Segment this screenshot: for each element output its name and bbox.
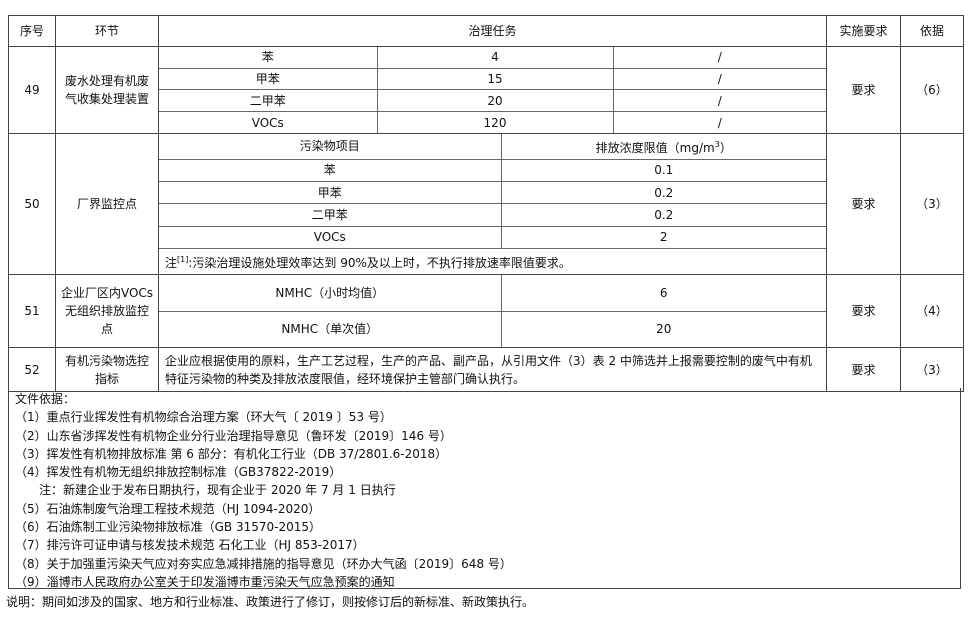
row-basis: （6） <box>900 46 964 134</box>
sub-cell: 0.2 <box>501 203 826 227</box>
sub-cell: 20 <box>377 89 614 113</box>
sub-cell: 苯 <box>159 47 378 69</box>
reference-documents: 文件依据： （1）重点行业挥发性有机物综合治理方案（环大气〔 2019 〕53 … <box>8 388 961 589</box>
table-row: 51 企业厂区内VOCs 无组织排放监控点 NMHC（小时均值） 6 NMHC（单次… <box>8 274 964 348</box>
sub-cell: 20 <box>656 322 672 337</box>
reference-item: （5）石油炼制废气治理工程技术规范（HJ 1094-2020） <box>15 501 321 516</box>
row-stage: 废水处理有机废气收集处理装置 <box>55 46 159 134</box>
notes-title: 文件依据： <box>15 392 76 406</box>
sub-cell: 2 <box>501 226 826 250</box>
table-row: 52 有机污染物选控指标 企业应根据使用的原料，生产工艺过程，生产的产品、副产品… <box>8 347 964 392</box>
row-basis: （3） <box>900 133 964 275</box>
sub-row: NMHC（小时均值） 6 <box>159 275 826 312</box>
header-task: 治理任务 <box>158 15 827 47</box>
reference-item: （9）淄博市人民政府办公室关于印发淄博市重污染天气应急预案的通知 <box>15 574 395 589</box>
reference-item: （3）挥发性有机物排放标准 第 6 部分：有机化工行业（DB 37/2801.6… <box>15 446 448 461</box>
reference-item: （6）石油炼制工业污染物排放标准（GB 31570-2015） <box>15 520 322 535</box>
sub-cell: 120 <box>377 111 614 133</box>
sub-row: NMHC（单次值） 20 <box>159 311 826 347</box>
sub-cell: NMHC（单次值） <box>159 311 502 347</box>
reference-item: 注：新建企业于发布日期执行，现有企业于 2020 年 7 月 1 日执行 <box>15 483 396 498</box>
reference-item: （8）关于加强重污染天气应对夯实应急减排措施的指导意见（环办大气函〔2019〕6… <box>15 556 512 571</box>
reference-item: （4）挥发性有机物无组织排放控制标准（GB37822-2019） <box>15 465 342 480</box>
sub-cell: 苯 <box>159 159 502 183</box>
sub-cell: 二甲苯 <box>159 203 502 227</box>
row-no: 49 <box>8 46 56 134</box>
row-stage: 企业厂区内VOCs 无组织排放监控点 <box>55 274 159 348</box>
row-req: 要求 <box>826 347 901 392</box>
pollution-note: 注[1]:污染治理设施处理效率达到 90%及以上时，不执行排放速率限值要求。 <box>165 255 571 271</box>
row-stage: 厂界监控点 <box>55 133 159 275</box>
sub-row: 甲苯 15/ <box>159 68 826 91</box>
row-no: 51 <box>8 274 56 348</box>
sub-row: 二甲苯 0.2 <box>159 203 826 227</box>
sub-cell: / <box>613 68 826 91</box>
footer-note: 说明：期间如涉及的国家、地方和行业标准、政策进行了修订，则按修订后的新标准、新政… <box>6 595 535 609</box>
sub-cell: 0.1 <box>501 159 826 183</box>
row-basis: （3） <box>900 347 964 392</box>
row-no: 50 <box>8 133 56 275</box>
sub-cell: 二甲苯 <box>159 89 378 113</box>
sub-row: 二甲苯 20/ <box>159 89 826 113</box>
sub-row: VOCs 2 <box>159 226 826 250</box>
sub-row: VOCs 120 / <box>159 111 826 133</box>
reference-item: （7）排污许可证申请与核发技术规范 石化工业（HJ 853-2017） <box>15 538 365 553</box>
sub-cell: 15 <box>377 68 614 91</box>
row-stage: 有机污染物选控指标 <box>55 347 159 392</box>
governance-table: 序号 环节 治理任务 实施要求 依据 49 废水处理有机废气收集处理装置 苯 4/… <box>8 15 964 392</box>
row-task: 企业应根据使用的原料，生产工艺过程，生产的产品、副产品，从引用文件（3）表 2 … <box>158 347 827 392</box>
sub-cell: 0.2 <box>501 181 826 205</box>
header-row: 序号 环节 治理任务 实施要求 依据 <box>8 15 964 47</box>
sub-cell: 4 <box>377 47 614 69</box>
row-req: 要求 <box>826 46 901 134</box>
row-req: 要求 <box>826 133 901 275</box>
sub-cell: / <box>613 89 826 113</box>
sub-row: 甲苯 0.2 <box>159 181 826 205</box>
sub-cell: VOCs <box>159 226 502 250</box>
sub-cell: VOCs <box>159 111 378 133</box>
row-req: 要求 <box>826 274 901 348</box>
col-limit: 排放浓度限值（mg/m3） <box>501 134 826 160</box>
col-pollutant: 污染物项目 <box>159 134 502 160</box>
row-no: 52 <box>8 347 56 392</box>
row-task: 污染物项目 排放浓度限值（mg/m3） 苯 0.1 甲苯 0.2 二甲苯 0.2 VOCs 2 注… <box>158 133 827 275</box>
header-basis: 依据 <box>900 15 964 47</box>
row-task: NMHC（小时均值） 6 NMHC（单次值） 20 <box>158 274 827 348</box>
sub-cell: / <box>717 115 722 130</box>
sub-cell: / <box>613 47 826 69</box>
table-row: 49 废水处理有机废气收集处理装置 苯 4/甲苯 15/二甲苯 20/VOCs 120/… <box>8 46 964 134</box>
reference-item: （1）重点行业挥发性有机物综合治理方案（环大气〔 2019 〕53 号） <box>15 410 392 425</box>
header-no: 序号 <box>8 15 56 47</box>
sub-row: 苯 4/ <box>159 47 826 69</box>
row-basis: （4） <box>900 274 964 348</box>
sub-cell: 甲苯 <box>159 68 378 91</box>
sub-row: 苯 0.1 <box>159 159 826 183</box>
sub-cell: 甲苯 <box>159 181 502 205</box>
row-task: 苯 4/甲苯 15/二甲苯 20/VOCs 120/ <box>158 46 827 134</box>
table-row: 50 厂界监控点 污染物项目 排放浓度限值（mg/m3） 苯 0.1 甲苯 0.2 二甲苯… <box>8 133 964 275</box>
reference-item: （2）山东省涉挥发性有机物企业分行业治理指导意见（鲁环发〔2019〕146 号） <box>15 428 452 443</box>
header-stage: 环节 <box>55 15 159 47</box>
sub-cell: 6 <box>501 275 826 312</box>
sub-cell: NMHC（小时均值） <box>159 275 502 312</box>
header-req: 实施要求 <box>826 15 901 47</box>
